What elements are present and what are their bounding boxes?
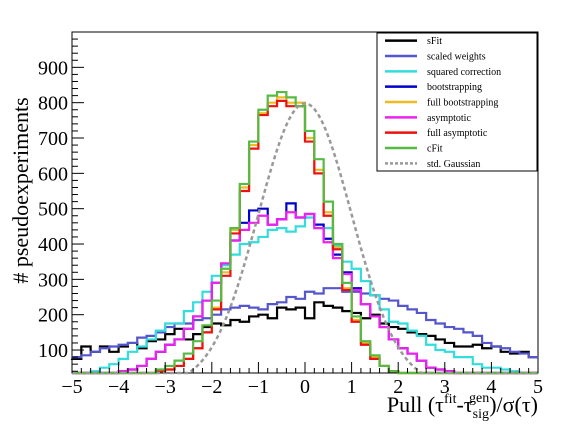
y-tick-label: 700 [38,128,68,150]
y-tick-label: 200 [38,305,68,327]
x-tick-label: 5 [533,376,543,398]
y-tick-label: 100 [38,340,68,362]
y-tick-label: 400 [38,234,68,256]
legend-label: scaled weights [427,52,486,63]
x-tick-label: −3 [155,376,176,398]
series-line-cfit [72,90,538,375]
legend-label: cFit [427,144,443,155]
x-tick-label: −5 [61,376,82,398]
x-tick-label: 3 [440,376,450,398]
series-line-sfit [70,301,538,360]
x-tick-label: 1 [347,376,357,398]
x-tick-label: −1 [248,376,269,398]
y-tick-label: 500 [38,199,68,221]
legend-label: sFit [427,36,442,47]
y-tick-label: 900 [38,57,68,79]
x-tick-label: −4 [108,376,129,398]
legend-label: bootstrapping [427,82,482,93]
y-tick-label: 600 [38,163,68,185]
series-line-asymptotic [72,211,538,375]
x-axis-title: Pull (τfit-τsiggen)/σ(τ) [387,391,538,422]
series-line-std-gaussian [72,102,538,375]
x-tick-label: 4 [486,376,496,398]
legend-label: squared correction [427,67,501,78]
y-tick-label: 800 [38,93,68,115]
legend-label: full asymptotic [427,128,488,139]
series-line-scaled-weights [70,287,538,359]
x-tick-label: 0 [300,376,310,398]
legend: sFit scaled weights squared correction boot… [376,32,538,172]
x-tick-label: 2 [393,376,403,398]
ticks-layer [71,31,539,373]
tick-labels: −5 −4 −3 −2 −1 0 1 2 3 4 5 100 200 300 400 500 600 700 800… [38,57,543,398]
y-tick-label: 300 [38,269,68,291]
series-layer [70,90,538,375]
legend-label: asymptotic [427,113,471,124]
legend-label: full bootstrapping [427,98,498,109]
y-axis-title: # pseudoexperiments [8,97,33,283]
x-tick-label: −2 [201,376,222,398]
legend-label: std. Gaussian [427,159,480,170]
series-line-squared-correction [72,216,538,375]
